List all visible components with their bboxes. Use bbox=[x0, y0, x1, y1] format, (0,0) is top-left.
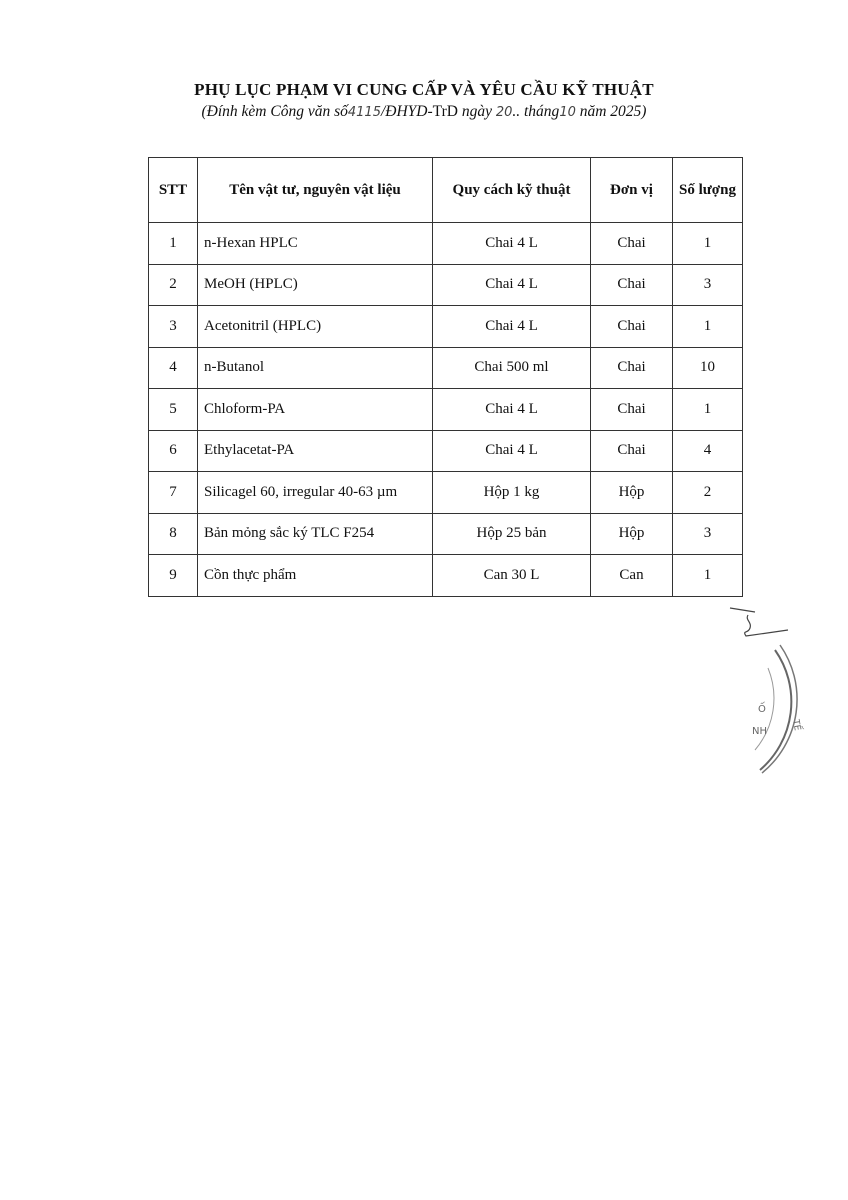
table-header-row: STT Tên vật tư, nguyên vật liệu Quy cách k… bbox=[148, 157, 743, 223]
cell-spec: Chai 4 L bbox=[432, 305, 591, 348]
column-header: Tên vật tư, nguyên vật liệu bbox=[197, 157, 433, 223]
table-row: 3 Acetonitril (HPLC) Chai 4 L Chai 1 bbox=[148, 305, 743, 348]
stamp-arc bbox=[761, 644, 798, 774]
column-header: Quy cách kỹ thuật bbox=[432, 157, 591, 223]
cell-spec: Chai 4 L bbox=[432, 429, 591, 472]
cell-stt: 7 bbox=[148, 471, 198, 514]
cell-unit: Chai bbox=[590, 388, 673, 431]
cell-unit: Chai bbox=[590, 222, 673, 265]
subtitle-text: (Đính kèm Công văn số bbox=[201, 103, 348, 120]
cell-spec: Can 30 L bbox=[432, 554, 591, 597]
handwritten-number: 4115 bbox=[347, 105, 381, 120]
cell-unit: Chai bbox=[590, 305, 673, 348]
subtitle-code: TrD bbox=[432, 103, 458, 120]
cell-qty: 3 bbox=[672, 512, 743, 555]
handwritten-day: 20 bbox=[495, 105, 513, 120]
stamp-arc bbox=[754, 667, 775, 751]
cell-stt: 1 bbox=[148, 222, 198, 265]
cell-spec: Chai 4 L bbox=[432, 222, 591, 265]
cell-stt: 5 bbox=[148, 388, 198, 431]
document-title: PHỤ LỤC PHẠM VI CUNG CẤP VÀ YÊU CẦU KỸ T… bbox=[194, 80, 654, 99]
document-subtitle: (Đính kèm Công văn số4115/ĐHYD-TrD ngày … bbox=[0, 103, 848, 121]
cell-qty: 1 bbox=[672, 305, 743, 348]
column-header: Số lượng bbox=[672, 157, 743, 223]
supply-table: STT Tên vật tư, nguyên vật liệu Quy cách k… bbox=[148, 157, 743, 597]
signature bbox=[729, 607, 789, 637]
table-row: 5 Chloform-PA Chai 4 L Chai 1 bbox=[148, 388, 743, 431]
cell-stt: 3 bbox=[148, 305, 198, 348]
cell-name: n-Hexan HPLC bbox=[197, 222, 433, 265]
cell-unit: Can bbox=[590, 554, 673, 597]
stamp-arc bbox=[759, 649, 793, 771]
table-row: 1 n-Hexan HPLC Chai 4 L Chai 1 bbox=[148, 222, 743, 265]
cell-spec: Chai 4 L bbox=[432, 388, 591, 431]
stamp-text: NH bbox=[752, 726, 767, 737]
cell-unit: Hộp bbox=[590, 512, 673, 555]
cell-name: Chloform-PA bbox=[197, 388, 433, 431]
cell-unit: Chai bbox=[590, 429, 673, 472]
subtitle-text: năm 2025) bbox=[575, 103, 647, 120]
cell-unit: Hộp bbox=[590, 471, 673, 514]
handwritten-month: 10 bbox=[559, 105, 576, 120]
cell-qty: 1 bbox=[672, 388, 743, 431]
cell-name: Bản mỏng sắc ký TLC F254 bbox=[197, 512, 433, 555]
cell-spec: Chai 4 L bbox=[432, 263, 591, 306]
cell-stt: 4 bbox=[148, 346, 198, 389]
cell-name: Ethylacetat-PA bbox=[197, 429, 433, 472]
cell-qty: 1 bbox=[672, 554, 743, 597]
cell-name: Acetonitril (HPLC) bbox=[197, 305, 433, 348]
cell-name: MeOH (HPLC) bbox=[197, 263, 433, 306]
cell-stt: 2 bbox=[148, 263, 198, 306]
cell-qty: 3 bbox=[672, 263, 743, 306]
cell-spec: Hộp 25 bản bbox=[432, 512, 591, 555]
cell-stt: 9 bbox=[148, 554, 198, 597]
table-row: 8 Bản mỏng sắc ký TLC F254 Hộp 25 bản Hộp 3 bbox=[148, 512, 743, 555]
cell-unit: Chai bbox=[590, 263, 673, 306]
cell-qty: 10 bbox=[672, 346, 743, 389]
table-row: 4 n-Butanol Chai 500 ml Chai 10 bbox=[148, 346, 743, 389]
table-row: 7 Silicagel 60, irregular 40-63 µm Hộp 1 k… bbox=[148, 471, 743, 514]
subtitle-text: .. tháng bbox=[512, 103, 560, 120]
cell-stt: 6 bbox=[148, 429, 198, 472]
cell-unit: Chai bbox=[590, 346, 673, 389]
cell-qty: 1 bbox=[672, 222, 743, 265]
stamp-and-signature: Ố NH TẾ bbox=[729, 607, 804, 774]
stamp-text: TẾ bbox=[790, 717, 804, 731]
subtitle-text: ngày bbox=[457, 103, 496, 120]
table-row: 6 Ethylacetat-PA Chai 4 L Chai 4 bbox=[148, 429, 743, 472]
subtitle-text: /ĐHYD- bbox=[380, 103, 433, 120]
cell-spec: Chai 500 ml bbox=[432, 346, 591, 389]
cell-name: Silicagel 60, irregular 40-63 µm bbox=[197, 471, 433, 514]
table-row: 9 Cồn thực phẩm Can 30 L Can 1 bbox=[148, 554, 743, 597]
column-header: Đơn vị bbox=[590, 157, 673, 223]
cell-name: n-Butanol bbox=[197, 346, 433, 389]
column-header: STT bbox=[148, 157, 198, 223]
cell-qty: 2 bbox=[672, 471, 743, 514]
cell-qty: 4 bbox=[672, 429, 743, 472]
cell-name: Cồn thực phẩm bbox=[197, 554, 433, 597]
table-row: 2 MeOH (HPLC) Chai 4 L Chai 3 bbox=[148, 263, 743, 306]
cell-spec: Hộp 1 kg bbox=[432, 471, 591, 514]
cell-stt: 8 bbox=[148, 512, 198, 555]
stamp-text: Ố bbox=[758, 701, 766, 715]
